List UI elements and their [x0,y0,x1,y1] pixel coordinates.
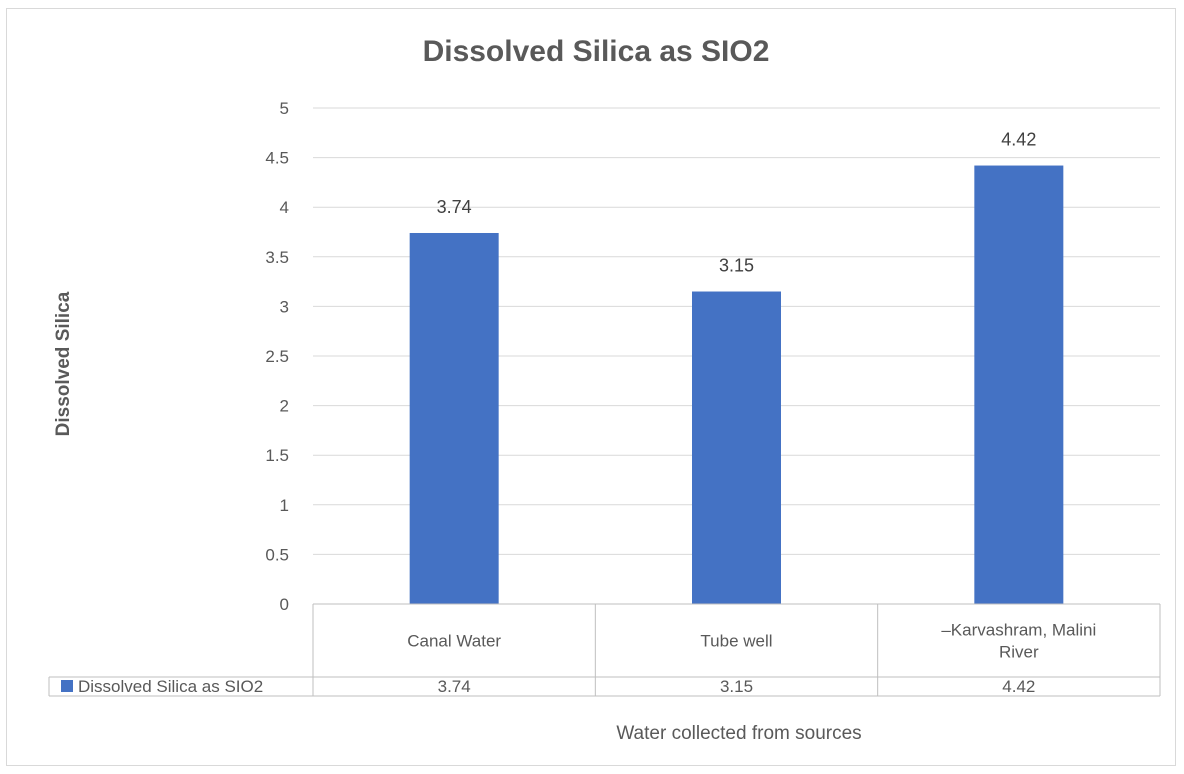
y-axis-ticks: 0 0.5 1 1.5 2 2.5 3 3.5 4 4.5 5 [265,99,289,614]
legend-series-name: Dissolved Silica as SIO2 [78,677,263,696]
bar [974,165,1064,604]
y-tick-label: 0.5 [265,545,289,564]
chart-frame: Dissolved Silica as SIO2 Dissolved Silic… [6,8,1176,766]
y-tick-label: 0 [280,595,289,614]
data-label: 4.42 [1001,130,1036,150]
category-label: –Karvashram, Malini [941,621,1096,640]
table-value-cell: 4.42 [1002,677,1035,696]
chart-title: Dissolved Silica as SIO2 [423,35,770,68]
bar [409,232,499,604]
y-tick-label: 2.5 [265,347,289,366]
data-labels: 3.74 3.15 4.42 [437,130,1037,276]
category-label: Canal Water [407,632,501,651]
y-tick-label: 1.5 [265,446,289,465]
category-label: Tube well [700,632,772,651]
legend-swatch [61,680,73,692]
bar [692,291,781,604]
table-value-cell: 3.15 [720,677,753,696]
category-label: River [999,643,1039,662]
y-tick-label: 3.5 [265,248,289,267]
y-axis-title: Dissolved Silica [53,291,74,436]
y-tick-label: 3 [280,297,289,316]
y-tick-label: 2 [280,397,289,416]
data-label: 3.74 [437,197,472,217]
x-axis-title: Water collected from sources [616,723,861,744]
y-tick-label: 4.5 [265,149,289,168]
bar-chart: Dissolved Silica as SIO2 Dissolved Silic… [48,35,1161,744]
table-value-cell: 3.74 [438,677,471,696]
y-tick-label: 1 [280,496,289,515]
y-tick-label: 5 [280,99,289,118]
y-tick-label: 4 [280,198,289,217]
data-label: 3.15 [719,256,754,276]
bars [409,165,1064,604]
data-table: Canal Water 3.74 Tube well 3.15 –Karvashram,… [48,603,1161,697]
